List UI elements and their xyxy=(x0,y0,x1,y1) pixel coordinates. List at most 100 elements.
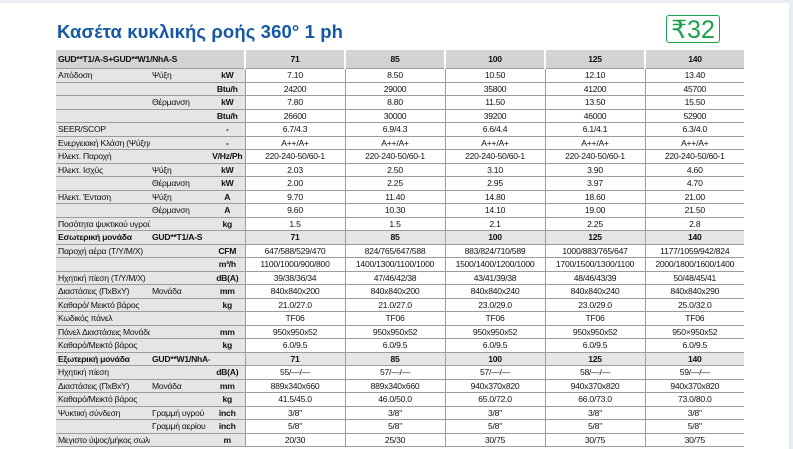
cell-value: 57/—/— xyxy=(444,365,546,380)
cell-value: 13.40 xyxy=(644,68,745,83)
cell-value: 5/8" xyxy=(244,419,346,434)
cell-value: 3.90 xyxy=(544,163,646,177)
row-label: Ηχητική πίεση xyxy=(56,365,150,380)
cell-value: A++/A+ xyxy=(444,136,546,150)
row-unit: kW xyxy=(210,68,246,83)
cell-value: 6.0/9.5 xyxy=(244,338,346,353)
cell-value: 2.1 xyxy=(444,217,546,231)
cell-value: 950x950x52 xyxy=(344,325,446,339)
cell-value: 71 xyxy=(244,230,346,245)
row-label xyxy=(56,95,150,110)
table-row: Ψυκτική σύνδεση Γραμμή υγρού inch 3/8" 3/8" 3… xyxy=(56,406,745,420)
cell-value: 950×950x52 xyxy=(644,325,745,339)
cell-value: 840x840x200 xyxy=(344,284,446,299)
cell-value: 1.5 xyxy=(344,217,446,231)
table-row: Καθαρό/ Μεικτό βάρος kg 21.0/27.0 21.0/27.0… xyxy=(56,298,745,312)
cell-value: 18.60 xyxy=(544,190,646,204)
cell-value: 125 xyxy=(544,230,646,245)
cell-value: 2.25 xyxy=(344,176,446,191)
row-unit: mm xyxy=(210,379,246,393)
cell-value: 25.0/32.0 xyxy=(644,298,745,312)
table-row: Πάνελ Διαστάσεις Μονάδας (ΠxΒxΥ)mm950x95… xyxy=(56,325,745,339)
cell-value: 4.70 xyxy=(644,176,745,191)
column-header: 125 xyxy=(544,50,646,69)
table-row: Παροχή αέρα (T/Y/M/X) CFM 647/588/529/470 8… xyxy=(56,244,745,258)
row-label: Καθαρό/ Μεικτό βάρος xyxy=(56,298,150,312)
cell-value: 8.50 xyxy=(344,68,446,83)
table-row: Μεγιστο ύψος/μήκος σωληνώσεων m20/3025/30… xyxy=(56,433,745,447)
cell-value: 6.0/9.5 xyxy=(344,338,446,353)
row-sublabel xyxy=(150,271,210,285)
row-sublabel: Ψύξη xyxy=(150,163,210,177)
cell-value: 14.80 xyxy=(444,190,546,204)
row-unit: inch xyxy=(210,406,246,420)
cell-value: 21.0/27.0 xyxy=(244,298,346,312)
cell-value: 840x840x200 xyxy=(244,284,346,299)
table-row: Καθαρό/Μεικτό βάρος kg 6.0/9.5 6.0/9.5 6.0/9… xyxy=(56,338,745,353)
row-unit: A xyxy=(210,190,246,204)
column-header: 85 xyxy=(344,50,446,69)
cell-value: 5/8" xyxy=(544,419,646,434)
cell-value: 220-240-50/60-1 xyxy=(544,149,646,164)
row-label xyxy=(56,419,150,434)
row-sublabel: Γραμμή αερίου xyxy=(150,419,210,434)
row-unit: kg xyxy=(210,392,246,407)
cell-value: 11.50 xyxy=(444,95,546,110)
cell-value: 220-240-50/60-1 xyxy=(444,149,546,164)
cell-value: 24200 xyxy=(244,82,346,96)
row-label xyxy=(56,257,150,272)
cell-value: 25/30 xyxy=(344,433,446,447)
cell-value: 59/—/— xyxy=(644,365,745,380)
cell-value: 47/46/42/38 xyxy=(344,271,446,285)
cell-value: 950x950x52 xyxy=(444,325,546,339)
cell-value: 2.8 xyxy=(644,217,745,231)
cell-value: A++/A+ xyxy=(244,136,346,150)
cell-value: 5/8" xyxy=(344,419,446,434)
cell-value: 4.60 xyxy=(644,163,745,177)
table-row: Ηχητική πίεση dB(A) 55/—/— 57/—/— 57/—/— 58/—… xyxy=(56,365,745,380)
row-label: Απόδοση xyxy=(56,68,150,83)
cell-value: TF06 xyxy=(444,311,546,326)
section-header-row: Εσωτερική μονάδα GUD**T1/A-S 71 85 100 125 140 xyxy=(56,230,745,245)
cell-value: 883/824/710/589 xyxy=(444,244,546,258)
spec-table-header: GUD**T1/A-S+GUD**W1/NhA-S 71 85 100 125 … xyxy=(56,50,745,69)
spec-table: GUD**T1/A-S+GUD**W1/NhA-S 71 85 100 125 … xyxy=(56,50,745,447)
cell-value: TF06 xyxy=(344,311,446,326)
row-sublabel xyxy=(150,122,210,137)
row-sublabel xyxy=(150,149,210,164)
table-row: Απόδοση Ψύξη kW 7.10 8.50 10.50 12.10 13.40 xyxy=(56,68,745,83)
row-sublabel xyxy=(150,82,210,96)
scrollbar-track[interactable] xyxy=(789,0,793,449)
window-top-border xyxy=(0,0,793,3)
cell-value: 1177/1059/942/824 xyxy=(644,244,745,258)
cell-value: 100 xyxy=(444,352,546,366)
row-sublabel xyxy=(150,217,210,231)
row-label: Διαστάσεις (ΠxΒxΥ) xyxy=(56,284,150,299)
row-label: Ψυκτική σύνδεση xyxy=(56,406,150,420)
row-sublabel xyxy=(150,109,210,123)
row-unit: - xyxy=(210,136,246,150)
cell-value: 10.30 xyxy=(344,203,446,218)
cell-value: 220-240-50/60-1 xyxy=(244,149,346,164)
cell-value: 46000 xyxy=(544,109,646,123)
cell-value: 125 xyxy=(544,352,646,366)
row-sublabel xyxy=(150,338,210,353)
row-sublabel: Ψύξη xyxy=(150,68,210,83)
row-sublabel: GUD**T1/A-S xyxy=(150,230,210,245)
cell-value: 3/8" xyxy=(344,406,446,420)
row-label xyxy=(56,82,150,96)
cell-value: 58/—/— xyxy=(544,365,646,380)
cell-value: 6.9/4.3 xyxy=(344,122,446,137)
table-row: Ηλεκτ. Ισχύς Ψύξη kW 2.03 2.50 3.10 3.90 4.60 xyxy=(56,163,745,177)
cell-value: 30/75 xyxy=(544,433,646,447)
cell-value: 6.1/4.1 xyxy=(544,122,646,137)
cell-value: 35800 xyxy=(444,82,546,96)
row-unit: inch xyxy=(210,419,246,434)
row-label: SEER/SCOP xyxy=(56,122,150,137)
row-label: Πάνελ Διαστάσεις Μονάδας (ΠxΒxΥ) xyxy=(56,325,150,339)
cell-value: 1700/1500/1300/1100 xyxy=(544,257,646,272)
cell-value: 14.10 xyxy=(444,203,546,218)
table-row: Ηχητική πίεση (T/Y/M/X) dB(A) 39/38/36/34 4… xyxy=(56,271,745,285)
section-header-row: Εξωτερική μονάδα GUD**W1/NhA-S 71 85 100 125 1… xyxy=(56,352,745,366)
cell-value: TF06 xyxy=(244,311,346,326)
